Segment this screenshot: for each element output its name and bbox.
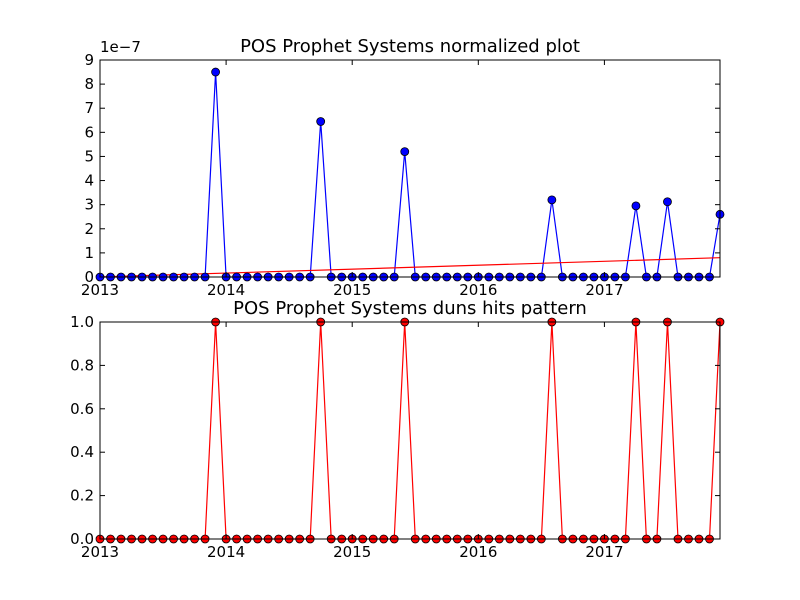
axes-frame xyxy=(99,321,721,540)
y-tick-label: 0 xyxy=(84,268,94,286)
x-tick-label: 2014 xyxy=(207,281,245,299)
y-tick-label: 1.0 xyxy=(70,313,94,331)
series-line xyxy=(100,72,721,278)
y-tick-label: 2 xyxy=(84,220,94,238)
y-tick-label: 4 xyxy=(84,172,94,190)
x-tick-label: 2013 xyxy=(81,281,119,299)
data-point xyxy=(211,67,220,77)
panel-2: POS Prophet Systems duns hits pattern 201… xyxy=(70,298,725,561)
chart-title: POS Prophet Systems normalized plot xyxy=(240,36,580,57)
y-tick-label: 1 xyxy=(84,244,94,262)
x-tick-label: 2013 xyxy=(81,543,119,561)
y-offset-label: 1e−7 xyxy=(100,38,141,56)
series-line xyxy=(100,321,721,540)
data-point xyxy=(631,201,641,211)
axes-frame xyxy=(99,59,721,278)
y-tick-label: 6 xyxy=(84,123,94,141)
chart-title: POS Prophet Systems duns hits pattern xyxy=(233,298,587,319)
x-tick-label: 2017 xyxy=(585,281,623,299)
x-tick-label: 2015 xyxy=(333,543,371,561)
plot-area xyxy=(100,321,721,540)
x-tick-label: 2015 xyxy=(333,281,371,299)
y-tick-label: 9 xyxy=(84,51,94,69)
x-tick-label: 2016 xyxy=(459,543,497,561)
data-point xyxy=(400,147,410,157)
x-tick-label: 2017 xyxy=(585,543,623,561)
y-tick-label: 0.0 xyxy=(70,530,94,548)
data-point xyxy=(547,195,557,205)
x-tick-label: 2016 xyxy=(459,281,497,299)
y-tick-label: 0.4 xyxy=(70,443,94,461)
data-point xyxy=(663,197,672,207)
data-point xyxy=(316,117,326,126)
y-tick-label: 0.8 xyxy=(70,356,94,374)
y-tick-label: 3 xyxy=(84,196,94,214)
y-tick-label: 0.6 xyxy=(70,400,94,418)
y-tick-label: 8 xyxy=(84,75,94,93)
y-tick-label: 0.2 xyxy=(70,487,94,505)
x-tick-label: 2014 xyxy=(207,543,245,561)
plot-area xyxy=(100,72,721,278)
y-tick-label: 7 xyxy=(84,99,94,117)
y-tick-label: 5 xyxy=(84,147,94,165)
